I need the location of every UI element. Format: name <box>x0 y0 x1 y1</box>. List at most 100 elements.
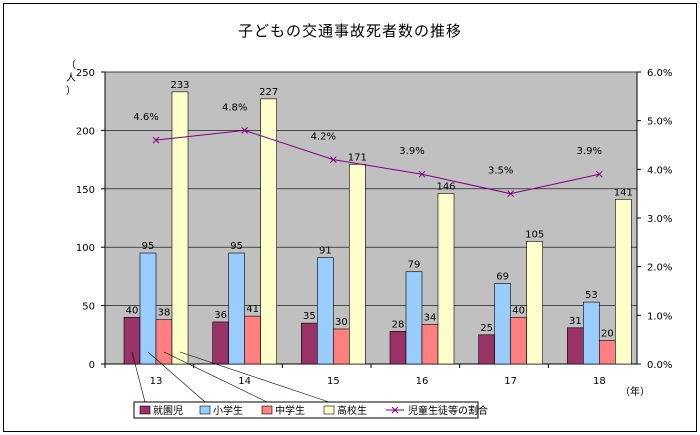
x-tick-label: 13 <box>150 376 163 387</box>
bar <box>421 323 439 365</box>
y-left-tick-label: 250 <box>76 68 95 79</box>
legend-swatch <box>139 405 151 415</box>
x-tick-label: 16 <box>416 376 429 387</box>
bar <box>478 334 495 365</box>
bar-value-label: 233 <box>170 80 189 91</box>
bar <box>317 257 334 365</box>
y-right-tick-label: 5.0% <box>647 117 672 128</box>
ratio-line <box>155 129 600 195</box>
bar-value-label: 30 <box>335 317 348 328</box>
ratio-point <box>595 170 603 178</box>
legend-leader-line <box>163 351 268 403</box>
bar <box>301 322 318 365</box>
bar-value-label: 40 <box>512 305 525 316</box>
bar-value-label: 91 <box>319 246 332 257</box>
y-axis-unit-char: ） <box>66 85 76 97</box>
legend-leader-line <box>179 351 330 403</box>
y-right-tick-label: 2.0% <box>647 263 672 274</box>
bar-value-label: 40 <box>126 305 139 316</box>
bar-value-label: 95 <box>142 241 155 252</box>
bar <box>567 327 584 365</box>
ratio-point <box>418 170 426 178</box>
bar <box>244 315 261 365</box>
bar <box>171 91 189 365</box>
bar <box>228 252 245 365</box>
ratio-point <box>152 136 160 144</box>
legend-leader-line <box>131 351 146 403</box>
bar <box>599 340 616 365</box>
y-right-tick-label: 0.0% <box>647 360 672 371</box>
legend-swatch <box>323 405 335 415</box>
bar-value-label: 171 <box>348 152 367 163</box>
bar-value-label: 95 <box>230 241 243 252</box>
y-left-tick-label: 100 <box>76 243 95 254</box>
bar-value-label: 20 <box>601 329 614 340</box>
bar-value-label: 227 <box>259 87 278 98</box>
bar <box>260 98 277 365</box>
y-right-tick-label: 6.0% <box>647 68 672 79</box>
x-tick-label: 15 <box>327 376 340 387</box>
ratio-value-label: 4.8% <box>222 102 247 113</box>
legend-swatch <box>261 405 273 415</box>
bar <box>437 193 455 365</box>
legend-swatch <box>199 405 211 415</box>
bar <box>510 316 527 365</box>
chart-frame: 子どもの交通事故死者数の推移 （人） （年） 0 50 100 150 200 250 0.… <box>3 3 697 432</box>
x-tick-label: 14 <box>238 376 251 387</box>
bar <box>389 330 407 365</box>
legend-leader-line <box>147 351 206 403</box>
y-left-tick-label: 0 <box>89 360 95 371</box>
plot-background <box>104 71 638 365</box>
ratio-value-label: 4.6% <box>133 112 158 123</box>
bar-value-label: 53 <box>585 290 598 301</box>
bar-value-label: 34 <box>424 312 437 323</box>
bar-value-label: 38 <box>158 308 171 319</box>
ratio-point <box>507 190 515 198</box>
bar-value-label: 35 <box>303 311 316 322</box>
bar <box>583 301 600 365</box>
chart-svg: 子どもの交通事故死者数の推移 （人） （年） 0 50 100 150 200 250 0.… <box>66 22 673 419</box>
bar-value-label: 36 <box>214 310 227 321</box>
x-axis-unit-label: （年） <box>620 385 650 398</box>
plot-area: 0 50 100 150 200 250 0.0% 1.0% 2.0% 3.0% 4.0% 5.0% 6… <box>76 68 673 387</box>
bar-value-label: 146 <box>436 181 455 192</box>
bar <box>333 328 350 365</box>
legend: 就園児 小学生 中学生 高校生 児童生徒等の割合 <box>131 351 488 419</box>
bar-value-label: 41 <box>246 304 259 315</box>
y-left-tick-label: 50 <box>82 302 95 313</box>
ratio-point <box>241 127 249 134</box>
legend-label: 小学生 <box>213 404 243 417</box>
bar-value-label: 25 <box>480 323 493 334</box>
y-right-tick-label: 4.0% <box>647 165 672 176</box>
bar-value-label: 105 <box>525 229 544 240</box>
y-right-tick-label: 3.0% <box>647 214 672 225</box>
bar <box>123 316 141 365</box>
bar <box>526 241 543 365</box>
y-axis-unit-char: 人 <box>66 72 76 84</box>
bar-value-label: 141 <box>614 187 633 198</box>
legend-label: 児童生徒等の割合 <box>408 404 488 417</box>
legend-box <box>133 401 479 419</box>
y-axis-unit-label: （人） <box>66 59 76 97</box>
y-axis-unit-char: （ <box>66 59 76 71</box>
bar-value-label: 31 <box>569 316 582 327</box>
y-left-tick-label: 200 <box>76 126 95 137</box>
bar-value-label: 28 <box>392 319 405 330</box>
legend-label: 中学生 <box>275 404 305 417</box>
ratio-value-label: 3.9% <box>399 146 424 157</box>
bar <box>139 252 157 365</box>
legend-label: 就園児 <box>153 404 183 417</box>
x-tick-label: 17 <box>504 376 517 387</box>
legend-line-marker <box>391 406 399 414</box>
bar-value-label: 69 <box>496 271 509 282</box>
ratio-value-label: 4.2% <box>311 132 336 143</box>
y-left-tick-label: 150 <box>76 185 95 196</box>
bar <box>615 199 632 365</box>
ratio-value-label: 3.9% <box>577 146 602 157</box>
bar <box>212 321 229 365</box>
bar <box>155 319 173 365</box>
ratio-value-label: 3.5% <box>488 166 513 177</box>
bar <box>494 283 511 365</box>
ratio-point <box>329 156 337 163</box>
bar <box>405 271 423 365</box>
